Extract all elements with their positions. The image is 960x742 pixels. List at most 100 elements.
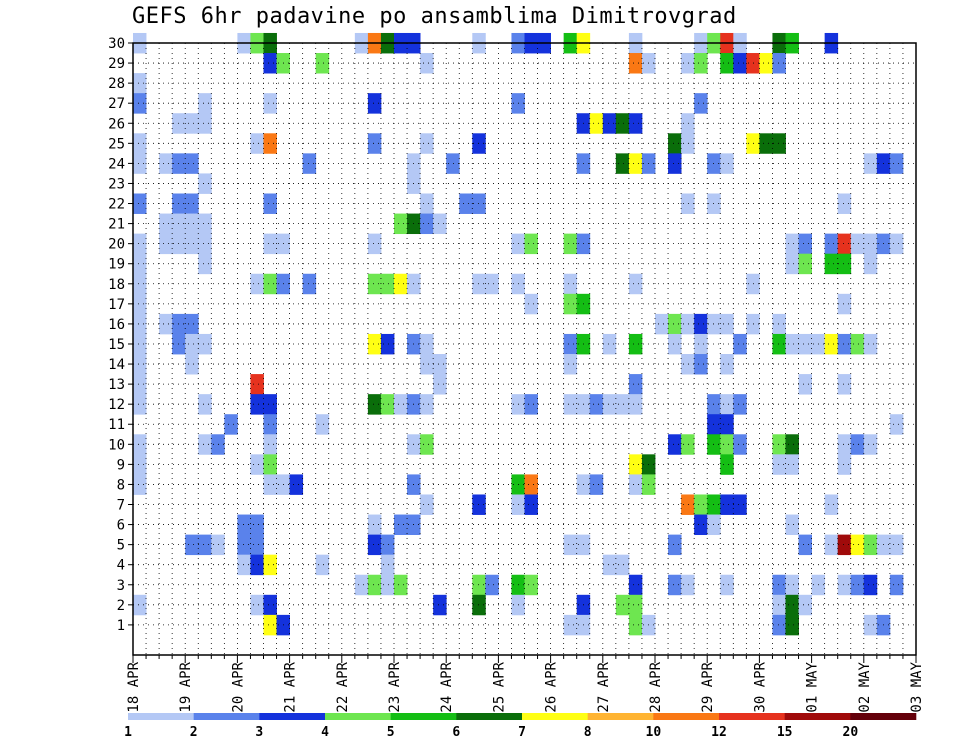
heatmap-cell: [133, 474, 147, 495]
heatmap-cell: [668, 434, 682, 455]
heatmap-cell: [472, 133, 486, 154]
y-tick-label: 11: [108, 417, 125, 433]
heatmap-cell: [772, 454, 786, 475]
heatmap-cell: [889, 534, 904, 556]
heatmap-cell: [133, 354, 147, 375]
heatmap-cell: [198, 93, 212, 114]
heatmap-cell: [263, 193, 277, 214]
heatmap-cell: [837, 333, 852, 355]
heatmap-cell: [524, 494, 538, 515]
heatmap-cell: [524, 574, 538, 596]
heatmap-cell: [159, 153, 173, 174]
y-tick-label: 10: [108, 437, 125, 453]
x-tick-label: 03 MAY: [909, 661, 925, 712]
heatmap-cell: [263, 454, 277, 475]
legend-label: 5: [387, 725, 395, 740]
heatmap-cell: [681, 53, 695, 74]
heatmap-cell: [420, 494, 434, 515]
heatmap-cell: [889, 574, 904, 596]
heatmap-cell: [198, 253, 212, 275]
heatmap-cell: [563, 394, 578, 415]
x-tick-label: 18 APR: [126, 661, 142, 712]
heatmap-cell: [198, 394, 212, 415]
legend-label: 4: [321, 725, 329, 740]
x-tick-label: 20 APR: [230, 661, 246, 712]
heatmap-cell: [694, 53, 708, 74]
x-tick-label: 30 APR: [752, 661, 768, 712]
y-tick-label: 18: [108, 277, 125, 293]
heatmap-cell: [628, 153, 643, 174]
heatmap-cell: [472, 273, 486, 295]
x-tick-label: 23 APR: [387, 661, 403, 712]
heatmap-cell: [837, 374, 852, 395]
y-tick-label: 29: [108, 56, 125, 72]
heatmap-cell: [785, 233, 799, 255]
heatmap-cell: [563, 354, 578, 375]
y-tick-label: 17: [108, 297, 125, 313]
legend-swatch: [259, 713, 326, 720]
heatmap-cell: [133, 93, 147, 114]
heatmap-cell: [133, 313, 147, 335]
heatmap-cell: [563, 273, 578, 295]
heatmap-cell: [198, 173, 212, 194]
heatmap-cell: [798, 333, 812, 355]
legend-swatch: [784, 713, 851, 720]
heatmap-cell: [198, 333, 212, 355]
heatmap-cell: [733, 53, 747, 74]
heatmap-cell: [380, 273, 395, 295]
heatmap-cell: [133, 394, 147, 415]
heatmap-cell: [837, 253, 852, 275]
heatmap-cell: [668, 574, 682, 596]
heatmap-cell: [628, 454, 643, 475]
heatmap-cell: [837, 574, 852, 596]
heatmap-cell: [563, 293, 578, 315]
heatmap-cell: [250, 514, 264, 536]
heatmap-cell: [837, 293, 852, 315]
heatmap-cell: [133, 374, 147, 395]
heatmap-cell: [263, 474, 277, 495]
heatmap-cell: [785, 614, 799, 636]
heatmap-cell: [198, 213, 212, 235]
heatmap-cell: [250, 374, 264, 395]
heatmap-cell: [628, 614, 643, 636]
heatmap-cell: [420, 213, 434, 235]
heatmap-cell: [394, 213, 408, 235]
heatmap-cell: [628, 394, 643, 415]
heatmap-cell: [589, 394, 604, 415]
y-tick-label: 7: [117, 498, 125, 514]
heatmap-cell: [133, 434, 147, 455]
heatmap-cell: [863, 614, 878, 636]
heatmap-cell: [380, 554, 395, 576]
heatmap-cell: [798, 253, 812, 275]
heatmap-cell: [615, 113, 630, 134]
legend-label: 15: [777, 725, 793, 740]
heatmap-cell: [837, 454, 852, 475]
heatmap-cell: [602, 113, 617, 134]
heatmap-cell: [524, 293, 538, 315]
heatmap-cell: [694, 313, 708, 335]
heatmap-cell: [589, 113, 604, 134]
heatmap-cell: [850, 574, 865, 596]
heatmap-cell: [655, 313, 669, 335]
heatmap-cell: [563, 233, 578, 255]
x-tick-label: 25 APR: [491, 661, 507, 712]
x-tick-label: 21 APR: [283, 661, 299, 712]
heatmap-cell: [446, 153, 460, 174]
heatmap-cell: [185, 534, 199, 556]
heatmap-cell: [289, 474, 304, 495]
heatmap-cell: [628, 594, 643, 616]
heatmap-cell: [563, 333, 578, 355]
heatmap-cell: [263, 273, 277, 295]
legend-label: 1: [124, 725, 132, 740]
heatmap-cell: [837, 233, 852, 255]
heatmap-cell: [185, 333, 199, 355]
heatmap-cell: [250, 554, 264, 576]
heatmap-cell: [681, 494, 695, 515]
y-tick-label: 26: [108, 116, 125, 132]
legend-swatch: [325, 713, 391, 720]
legend-label: 20: [843, 725, 859, 740]
chart-title: GEFS 6hr padavine po ansamblima Dimitrov…: [132, 4, 737, 29]
y-tick-label: 19: [108, 257, 125, 273]
heatmap-cell: [250, 594, 264, 616]
heatmap-cell: [824, 233, 839, 255]
